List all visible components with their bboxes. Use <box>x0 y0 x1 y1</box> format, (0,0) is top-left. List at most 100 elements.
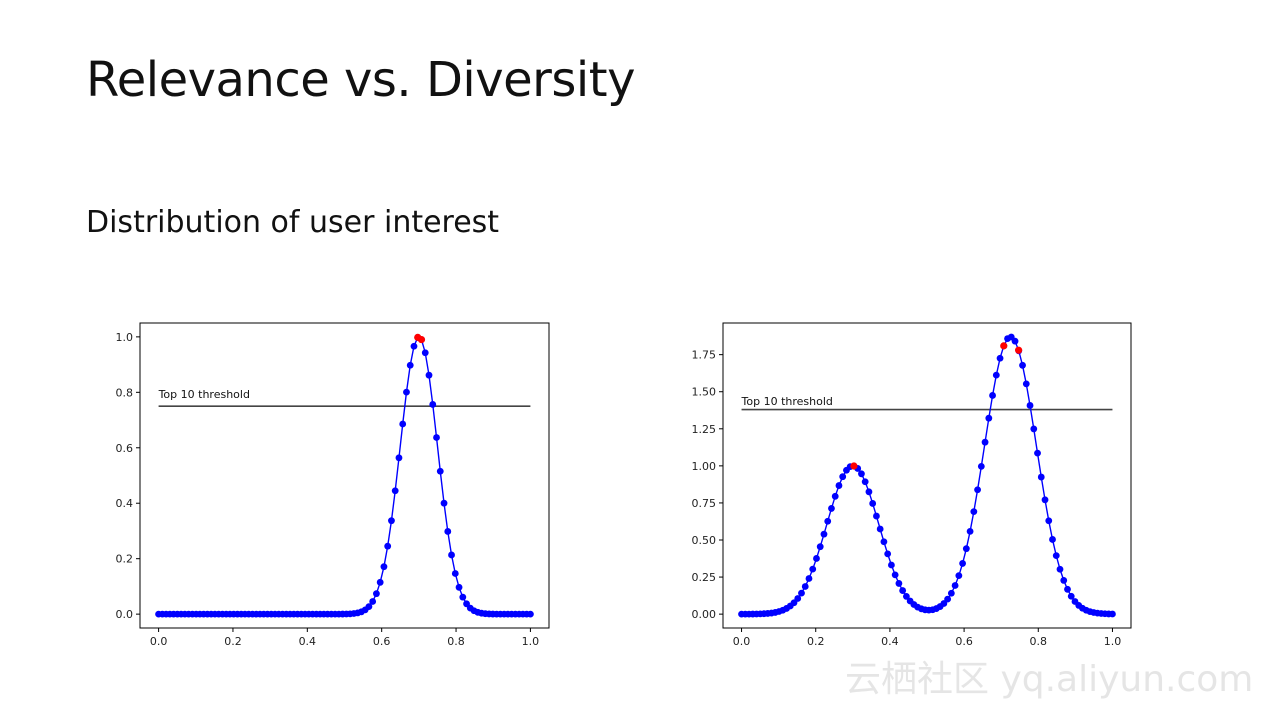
data-point <box>962 545 970 553</box>
data-point <box>373 590 380 598</box>
data-point <box>902 593 910 600</box>
data-point <box>459 593 467 601</box>
data-point <box>406 361 414 369</box>
data-point <box>831 492 839 500</box>
data-point <box>861 478 869 486</box>
data-point <box>801 583 809 590</box>
data-point <box>809 565 817 573</box>
data-point <box>974 486 981 494</box>
threshold-label: Top 10 threshold <box>158 388 250 401</box>
data-point <box>1041 496 1049 504</box>
data-point <box>527 610 534 618</box>
y-tick-label: 1.25 <box>692 423 717 436</box>
x-tick-label: 0.2 <box>224 635 242 648</box>
data-point <box>455 583 463 591</box>
plot-frame <box>722 322 1132 629</box>
x-tick-label: 0.8 <box>447 635 465 648</box>
x-tick-label: 1.0 <box>522 635 540 648</box>
series-line <box>741 336 1113 615</box>
data-point <box>380 563 388 571</box>
data-point <box>888 561 895 569</box>
y-tick-label: 0.00 <box>692 608 717 621</box>
data-point <box>1064 585 1071 593</box>
x-tick-label: 0.6 <box>955 635 973 648</box>
data-point <box>448 551 455 559</box>
data-point <box>816 543 824 551</box>
data-point <box>1049 536 1056 543</box>
data-point <box>989 392 996 399</box>
highlight-point <box>417 335 426 344</box>
threshold-label: Top 10 threshold <box>741 395 833 408</box>
data-point <box>1056 565 1064 573</box>
data-point <box>970 508 978 515</box>
data-point <box>369 598 377 605</box>
y-tick-label: 0.25 <box>692 571 717 584</box>
y-tick-label: 0.6 <box>116 442 134 455</box>
data-point <box>947 589 955 597</box>
x-tick-label: 0.0 <box>150 635 168 648</box>
data-point <box>876 525 884 533</box>
data-point <box>944 595 952 603</box>
y-tick-label: 0.75 <box>692 497 717 510</box>
data-point <box>813 555 820 562</box>
data-point <box>433 434 440 441</box>
data-point <box>384 542 392 550</box>
data-point <box>1011 337 1019 345</box>
data-point <box>1022 380 1030 388</box>
y-tick-label: 0.0 <box>116 608 134 621</box>
data-point <box>891 571 899 579</box>
chart-single-peak: 0.0 0.2 0.4 0.6 0.8 1.0 0.0 0.2 0.4 0.6 0.8 1.0 Top … <box>116 322 550 648</box>
highlight-point <box>1015 346 1023 354</box>
data-point <box>798 589 805 597</box>
data-point <box>828 505 835 512</box>
y-tick-label: 0.2 <box>116 553 134 566</box>
data-point <box>1026 402 1034 409</box>
data-point <box>410 342 418 350</box>
data-point <box>981 438 989 446</box>
data-point <box>959 560 966 567</box>
data-point <box>996 354 1004 362</box>
x-tick-label: 0.0 <box>733 635 751 648</box>
slide-title: Relevance vs. Diversity <box>86 52 635 108</box>
data-point <box>884 550 892 558</box>
data-point <box>880 538 888 546</box>
plot-frame <box>139 322 550 629</box>
data-point <box>391 487 399 495</box>
data-point <box>839 473 847 481</box>
data-point <box>805 575 813 582</box>
data-point <box>403 388 410 396</box>
data-point <box>1037 473 1045 481</box>
data-point <box>985 414 993 422</box>
data-point <box>395 454 403 462</box>
data-point <box>421 349 429 357</box>
data-point <box>425 371 433 379</box>
x-tick-label: 0.4 <box>881 635 899 648</box>
y-tick-label: 1.0 <box>116 331 134 344</box>
data-point <box>824 517 832 525</box>
data-point <box>1052 552 1060 560</box>
slide-subtitle: Distribution of user interest <box>86 205 500 240</box>
data-point <box>835 482 843 489</box>
data-point <box>951 582 959 589</box>
data-point <box>388 517 395 525</box>
watermark: 云栖社区 yq.aliyun.com <box>845 659 1254 700</box>
data-point <box>399 420 407 428</box>
data-point <box>1060 577 1068 584</box>
data-point <box>429 401 437 408</box>
data-point <box>1109 610 1116 618</box>
x-tick-label: 0.8 <box>1030 635 1048 648</box>
y-tick-label: 1.00 <box>692 460 717 473</box>
data-point <box>451 570 459 577</box>
y-tick-label: 0.50 <box>692 534 717 547</box>
data-point <box>820 530 828 538</box>
data-point <box>794 595 802 602</box>
highlight-point <box>1000 342 1008 350</box>
x-tick-label: 1.0 <box>1104 635 1122 648</box>
x-tick-label: 0.6 <box>373 635 391 648</box>
series-line <box>158 336 531 615</box>
data-point <box>376 578 384 586</box>
y-tick-label: 1.50 <box>692 386 717 399</box>
data-point <box>895 580 903 587</box>
chart-double-peak: 0.0 0.2 0.4 0.6 0.8 1.0 0.00 0.25 0.50 0.75 1.00 1.… <box>692 322 1132 648</box>
data-point <box>966 527 974 535</box>
